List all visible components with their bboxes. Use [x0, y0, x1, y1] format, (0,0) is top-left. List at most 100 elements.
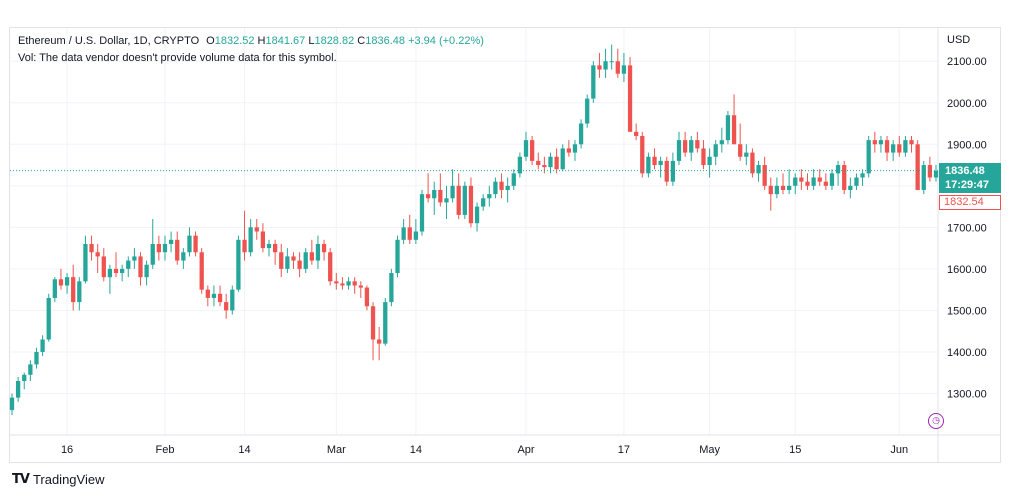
candle-body — [248, 227, 253, 253]
bar-countdown: 17:29:47 — [945, 178, 990, 191]
candle-body — [321, 243, 327, 253]
candle-body — [756, 165, 761, 174]
candle-body — [903, 140, 908, 153]
candle-body — [101, 256, 106, 278]
candle-body — [566, 148, 571, 153]
candle-body — [854, 177, 859, 186]
candle-body — [346, 281, 351, 286]
candle-body — [389, 273, 394, 303]
candle-body — [670, 160, 676, 182]
candle-body — [591, 65, 596, 99]
candle-body — [334, 281, 339, 284]
candle-body — [22, 374, 27, 382]
candle-body — [77, 281, 82, 303]
candle-body — [927, 165, 933, 178]
candle-body — [95, 252, 100, 257]
candle-body — [425, 194, 431, 199]
y-tick-label: 1700.00 — [947, 222, 987, 234]
candle-body — [126, 260, 131, 269]
candle-body — [254, 227, 259, 232]
candle-body — [597, 65, 602, 70]
chart-legend: Ethereum / U.S. Dollar, 1D, CRYPTO O1832.… — [18, 35, 484, 47]
candle-body — [817, 177, 822, 182]
candle-body — [621, 65, 627, 74]
candle-body — [120, 268, 125, 274]
x-tick-label: 14 — [410, 444, 422, 456]
candle-body — [695, 140, 700, 149]
x-tick-label: 17 — [618, 444, 630, 456]
candle-body — [603, 61, 608, 70]
candle-body — [113, 268, 119, 274]
candle-body — [150, 243, 155, 265]
x-tick-label: 14 — [238, 444, 250, 456]
close-value: 1836.48 — [365, 35, 405, 47]
candle-body — [58, 279, 64, 286]
candle-body — [266, 243, 272, 249]
candle-body — [640, 135, 645, 174]
candle-body — [52, 279, 57, 298]
x-tick-label: May — [699, 444, 720, 456]
candle-body — [933, 170, 939, 178]
candle-body — [413, 231, 419, 240]
candle-body — [719, 140, 724, 145]
candle-body — [370, 306, 376, 340]
candle-body — [474, 206, 480, 224]
candle-body — [652, 156, 657, 166]
candle-body — [676, 140, 682, 161]
candle-body — [107, 268, 113, 278]
candle-body — [358, 285, 363, 288]
candle-body — [536, 160, 541, 166]
x-tick-label: Mar — [327, 444, 346, 456]
candle-body — [144, 264, 149, 278]
candle-body — [799, 177, 804, 182]
candle-body — [205, 289, 210, 298]
x-tick-label: Jun — [890, 444, 908, 456]
candle-body — [481, 198, 486, 207]
tradingview-brand[interactable]: TV TradingView — [12, 472, 104, 487]
candle-body — [83, 243, 88, 282]
candle-body — [634, 131, 639, 136]
candle-body — [242, 239, 247, 253]
candle-body — [462, 185, 467, 215]
y-tick-label: 1900.00 — [947, 139, 987, 151]
candle-body — [260, 231, 266, 249]
open-label: O — [206, 35, 215, 47]
candle-body — [585, 98, 590, 124]
candle-body — [707, 156, 712, 166]
candle-body — [272, 243, 278, 253]
candle-body — [438, 189, 443, 203]
tradingview-logo-icon: TV — [12, 472, 30, 487]
candle-body — [303, 252, 308, 269]
candle-body — [915, 144, 920, 190]
symbol-title: Ethereum / U.S. Dollar, 1D, CRYPTO — [18, 35, 200, 47]
candle-body — [780, 185, 786, 190]
candle-body — [921, 165, 926, 190]
candle-body — [499, 181, 504, 190]
candle-body — [578, 123, 584, 145]
candle-body — [89, 243, 94, 253]
candle-body — [560, 148, 565, 170]
candle-body — [40, 339, 45, 352]
candle-body — [9, 397, 15, 411]
y-tick-label: 2000.00 — [947, 98, 987, 110]
y-tick-label: 1600.00 — [947, 264, 987, 276]
candle-body — [701, 148, 706, 166]
candle-body — [517, 156, 523, 174]
candle-body — [352, 281, 357, 286]
y-tick-label: 2100.00 — [947, 56, 987, 68]
candle-body — [891, 144, 896, 153]
candle-body — [664, 160, 669, 182]
candle-body — [211, 293, 217, 298]
candle-body — [823, 181, 828, 186]
last-price-value: 1836.48 — [945, 164, 985, 177]
candle-body — [315, 243, 321, 261]
clock-icon[interactable]: ◷ — [928, 413, 944, 429]
candle-body — [615, 61, 620, 74]
open-price-tag: 1832.54 — [939, 194, 1001, 210]
chart-frame — [9, 27, 1001, 463]
candle-body — [236, 239, 241, 290]
candle-body — [762, 165, 767, 186]
candle-body — [774, 185, 780, 195]
candle-body — [725, 115, 731, 141]
